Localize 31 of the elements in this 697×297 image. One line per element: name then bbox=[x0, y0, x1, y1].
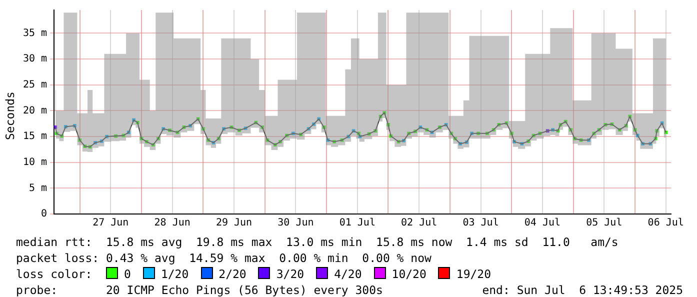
y-axis-title: Seconds bbox=[3, 92, 17, 140]
legend-label: 1/20 bbox=[160, 267, 189, 281]
text: median rtt: 15.8 ms avg 19.8 ms max 13.0 ms min 15.8 ms now 1.4 ms sd 11.0 am/s bbox=[16, 234, 618, 250]
y-tick-label: 0 bbox=[41, 208, 48, 220]
legend-label: 10/20 bbox=[390, 267, 426, 281]
x-tick-label: 02 Jul bbox=[401, 218, 438, 229]
y-tick-label: 20 m bbox=[22, 105, 48, 116]
x-tick-label: 28 Jun bbox=[154, 218, 190, 229]
x-tick-label: 03 Jul bbox=[462, 218, 499, 229]
y-tick-label: 5 m bbox=[29, 182, 48, 194]
x-tick-label: 01 Jul bbox=[339, 218, 376, 229]
x-tick-label: 27 Jun bbox=[92, 218, 129, 229]
x-tick-label: 06 Jul bbox=[648, 218, 684, 229]
x-tick-label: 05 Jul bbox=[586, 218, 622, 229]
legend-label: 3/20 bbox=[275, 267, 304, 281]
y-tick-label: 10 m bbox=[22, 156, 48, 168]
x-tick-label: 29 Jun bbox=[216, 218, 252, 229]
legend-label: 2/20 bbox=[218, 267, 246, 281]
x-tick-label: 30 Jun bbox=[278, 218, 314, 229]
x-tick-label: 04 Jul bbox=[524, 218, 561, 229]
y-tick-label: 30 m bbox=[22, 54, 48, 65]
text: probe: 20 ICMP Echo Pings (56 Bytes) every 300s bbox=[16, 282, 383, 297]
y-tick-label: 25 m bbox=[22, 79, 48, 90]
y-tick-label: 35 m bbox=[22, 28, 48, 39]
legend-title: loss color: bbox=[16, 267, 94, 281]
legend-label: 0 bbox=[123, 267, 131, 281]
text: end: Sun Jul 6 13:49:53 2025 bbox=[482, 282, 683, 297]
legend-label: 19/20 bbox=[455, 267, 492, 281]
text: packet loss: 0.43 % avg 14.59 % max 0.00 % min 0.00 % now bbox=[16, 250, 432, 266]
y-tick-label: 15 m bbox=[22, 131, 48, 142]
legend-label: 4/20 bbox=[333, 267, 362, 281]
